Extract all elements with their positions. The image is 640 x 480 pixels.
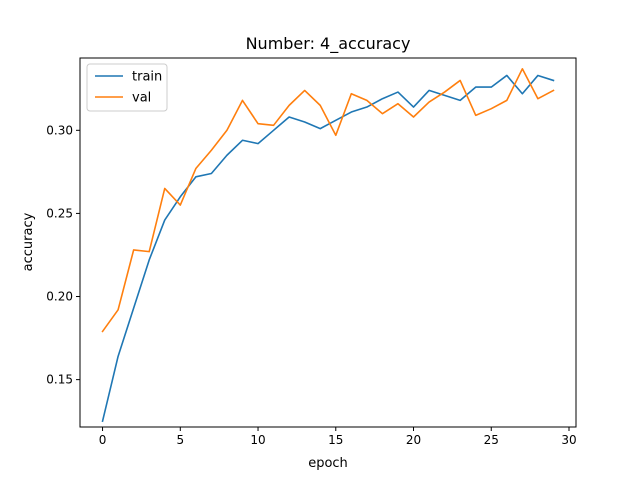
- series-line-val: [101, 68, 555, 333]
- x-tick-label: 5: [176, 433, 184, 447]
- y-tick-label: 0.25: [46, 206, 73, 220]
- axis-ticks: 0 5 10 15 20 25 30 0.15 0.20 0.25 0.30: [46, 123, 576, 447]
- x-tick-label: 10: [250, 433, 265, 447]
- x-tick-label: 25: [484, 433, 499, 447]
- y-tick-label: 0.15: [46, 373, 73, 387]
- y-axis-label: accuracy: [21, 212, 36, 271]
- series-line-train: [101, 74, 555, 423]
- y-tick-label: 0.30: [46, 123, 73, 137]
- series-lines: [101, 68, 555, 423]
- legend-label-val: val: [132, 91, 151, 106]
- x-tick-label: 20: [406, 433, 421, 447]
- legend: train val: [86, 63, 168, 112]
- legend-label-train: train: [132, 70, 162, 85]
- x-tick-label: 30: [561, 433, 576, 447]
- chart-title: Number: 4_accuracy: [246, 34, 411, 54]
- x-tick-label: 0: [99, 433, 107, 447]
- plot-frame: [79, 57, 577, 428]
- x-tick-label: 15: [328, 433, 343, 447]
- y-tick-label: 0.20: [46, 290, 73, 304]
- x-axis-label: epoch: [308, 456, 348, 471]
